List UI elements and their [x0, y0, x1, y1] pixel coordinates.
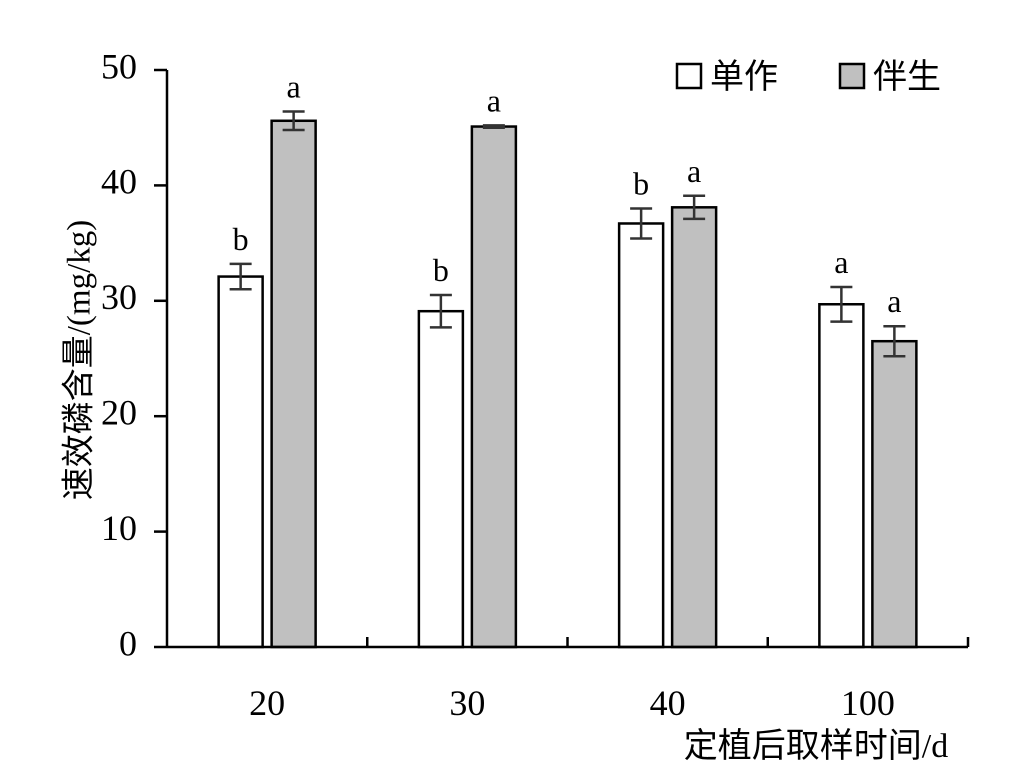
bar-series-2	[871, 339, 918, 649]
y-ticks-layer: 0 10 20 30 40 50	[101, 46, 167, 663]
y-tick-label: 10	[101, 508, 137, 548]
bar-series-1	[617, 222, 665, 649]
legend-label-series-2: 伴生	[873, 58, 941, 96]
x-tick-label: 20	[249, 683, 285, 723]
x-tick-label: 40	[650, 683, 686, 723]
y-tick-label: 40	[101, 162, 137, 202]
y-tick-label: 50	[101, 46, 137, 86]
x-axis-title: 定植后取样时间/d	[684, 727, 948, 765]
y-tick-label: 20	[101, 392, 137, 432]
bar-series-1	[818, 303, 865, 649]
legend: 单作 伴生	[675, 58, 941, 96]
significance-label: a	[287, 69, 301, 105]
significance-label: a	[834, 244, 848, 280]
bar-series-1	[417, 309, 465, 649]
significance-label: b	[633, 165, 649, 201]
bar-series-2	[470, 125, 518, 649]
error-bars-layer	[229, 110, 906, 358]
significance-label: b	[233, 221, 249, 257]
significance-label: b	[433, 252, 449, 288]
x-tick-label: 30	[449, 683, 485, 723]
significance-label: a	[687, 153, 701, 189]
y-tick-label: 0	[119, 623, 137, 663]
significance-label: a	[487, 82, 501, 118]
x-tick-label: 100	[841, 683, 895, 723]
bar-series-1	[217, 275, 264, 649]
y-axis-title: 速效磷含量/(mg/kg)	[61, 220, 98, 500]
legend-swatch-series-2	[838, 62, 866, 90]
x-ticks-layer: 20 30 40 100	[249, 637, 970, 723]
legend-label-series-1: 单作	[710, 59, 778, 96]
bar-series-2	[270, 119, 317, 649]
legend-swatch-series-1	[675, 62, 703, 90]
y-tick-label: 30	[101, 277, 137, 317]
bar-series-2	[670, 206, 718, 649]
significance-label: a	[887, 283, 901, 319]
significance-labels-layer: b a b a b a a a	[233, 69, 902, 320]
bars-layer	[217, 119, 918, 649]
